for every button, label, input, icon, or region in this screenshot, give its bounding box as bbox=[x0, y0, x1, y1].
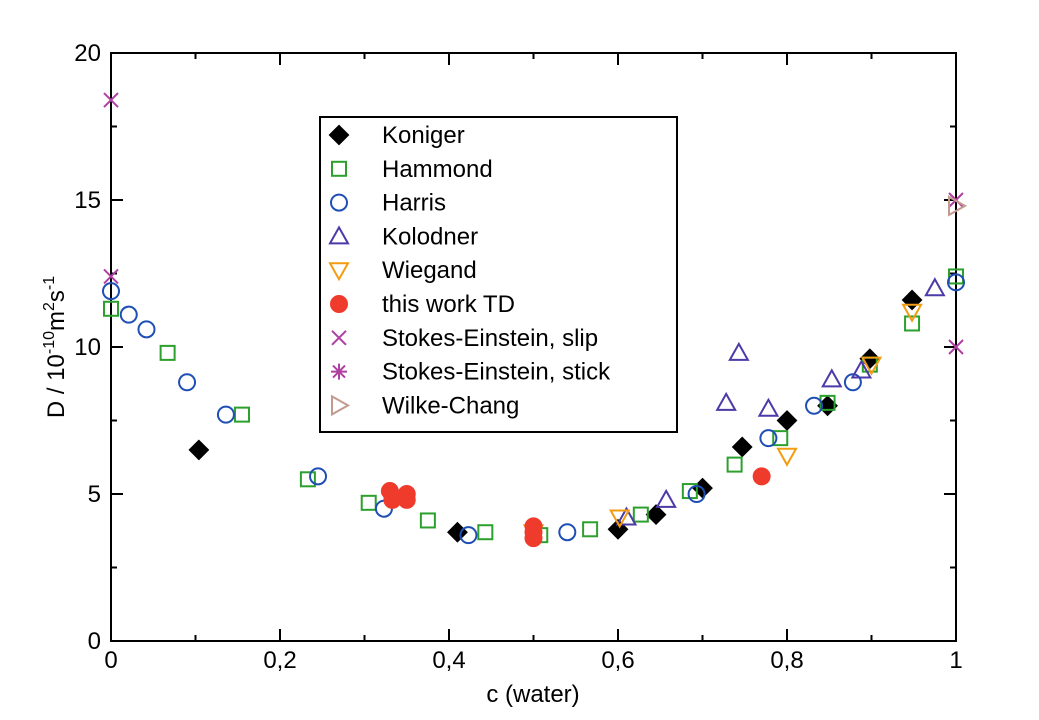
hammond-point bbox=[159, 344, 176, 361]
legend-marker-harris bbox=[330, 193, 348, 212]
y-tick-label: 10 bbox=[74, 334, 101, 361]
kolodner-point bbox=[615, 506, 638, 526]
x-tick-label: 0,2 bbox=[263, 647, 296, 674]
legend-marker-wilke-chang bbox=[331, 394, 351, 417]
stokes-einstein-slip-point bbox=[103, 92, 119, 108]
koniger-point bbox=[188, 439, 210, 461]
axis-ticks bbox=[110, 52, 957, 642]
hammond-point bbox=[103, 300, 119, 317]
legend-label-harris: Harris bbox=[382, 190, 446, 217]
legend-label-koniger: Koniger bbox=[382, 122, 465, 149]
legend-marker-this-work-td bbox=[330, 295, 348, 313]
hammond-point bbox=[477, 524, 494, 541]
koniger-point bbox=[776, 410, 798, 431]
y-axis-label-exp2: 2 bbox=[41, 302, 58, 311]
harris-point bbox=[178, 373, 197, 392]
y-tick-label: 5 bbox=[88, 481, 101, 508]
x-tick-label: 0,4 bbox=[432, 647, 465, 674]
wiegand-point bbox=[608, 509, 631, 529]
hammond-point bbox=[726, 456, 743, 473]
x-tick-label: 1 bbox=[949, 647, 962, 674]
kolodner-point bbox=[715, 391, 737, 411]
hammond-point bbox=[360, 494, 377, 511]
legend-marker-wiegand bbox=[328, 262, 350, 282]
harris-point bbox=[843, 373, 862, 392]
x-tick-label: 0,6 bbox=[601, 647, 634, 674]
legend-label-hammond: Hammond bbox=[382, 156, 493, 183]
y-axis-label-exp1: -10 bbox=[41, 331, 58, 354]
kolodner-point bbox=[728, 341, 750, 361]
kolodner-point bbox=[655, 488, 677, 508]
x-axis-label: c (water) bbox=[486, 681, 579, 708]
y-tick-label: 20 bbox=[74, 40, 101, 67]
hammond-point bbox=[772, 430, 789, 447]
y-axis-label-exp3: -1 bbox=[41, 276, 58, 290]
hammond-point bbox=[582, 521, 599, 538]
y-axis-label-prefix: D / 10 bbox=[43, 354, 70, 418]
harris-point bbox=[805, 396, 824, 415]
data-points bbox=[102, 92, 968, 548]
legend-box bbox=[319, 116, 678, 433]
legend: Koniger Hammond Harris Kolodner Wiegand this … bbox=[319, 116, 678, 433]
this-work-td-point bbox=[524, 529, 543, 548]
y-axis-label-mid: m bbox=[43, 311, 70, 331]
kolodner-point bbox=[924, 277, 946, 297]
koniger-point bbox=[731, 436, 753, 458]
legend-marker-stokes-einstein-stick bbox=[331, 363, 347, 380]
kolodner-point bbox=[821, 368, 843, 388]
hammond-point bbox=[233, 406, 250, 423]
harris-point bbox=[459, 526, 478, 545]
legend-marker-hammond bbox=[331, 160, 347, 177]
harris-point bbox=[137, 320, 156, 339]
wiegand-point bbox=[901, 303, 923, 323]
y-axis-label-mid2: s bbox=[43, 290, 70, 302]
harris-point bbox=[102, 282, 120, 301]
wiegand-point bbox=[776, 447, 798, 467]
legend-label-stokes-einstein-stick: Stokes-Einstein, stick bbox=[382, 359, 611, 386]
legend-marker-kolodner bbox=[328, 225, 350, 245]
harris-point bbox=[216, 405, 235, 424]
harris-point bbox=[687, 485, 706, 503]
stokes-einstein-slip-point bbox=[948, 339, 964, 355]
stokes-einstein-slip-point bbox=[103, 268, 119, 285]
wiegand-point bbox=[860, 356, 883, 376]
harris-point bbox=[759, 429, 778, 448]
hammond-point bbox=[299, 471, 316, 488]
koniger-point bbox=[901, 289, 923, 311]
hammond-point bbox=[419, 512, 436, 529]
y-tick-label: 15 bbox=[74, 187, 101, 214]
y-axis-label: D / 10-10m2s-1 bbox=[41, 276, 70, 418]
harris-point bbox=[119, 305, 138, 324]
x-tick-label: 0 bbox=[104, 647, 117, 674]
wilke-chang-point bbox=[948, 195, 968, 217]
koniger-point bbox=[645, 504, 667, 525]
legend-label-stokes-einstein-slip: Stokes-Einstein, slip bbox=[382, 325, 598, 352]
legend-label-wilke-chang: Wilke-Chang bbox=[382, 392, 519, 419]
hammond-point bbox=[904, 315, 921, 332]
hammond-point bbox=[948, 268, 964, 285]
legend-marker-stokes-einstein-slip bbox=[331, 330, 347, 346]
legend-label-this-work-td: this work TD bbox=[382, 291, 515, 318]
harris-point bbox=[309, 467, 328, 486]
this-work-td-point bbox=[397, 490, 416, 509]
legend-label-kolodner: Kolodner bbox=[382, 223, 478, 250]
harris-point bbox=[947, 273, 965, 292]
kolodner-point bbox=[757, 397, 780, 417]
legend-marker-koniger bbox=[328, 124, 350, 146]
legend-label-wiegand: Wiegand bbox=[382, 257, 477, 284]
kolodner-point bbox=[850, 359, 873, 379]
this-work-td-point bbox=[752, 467, 771, 486]
y-tick-label: 0 bbox=[88, 628, 101, 655]
x-tick-label: 0,8 bbox=[770, 647, 803, 674]
hammond-point bbox=[632, 506, 649, 523]
koniger-point bbox=[447, 521, 468, 543]
harris-point bbox=[558, 523, 577, 542]
